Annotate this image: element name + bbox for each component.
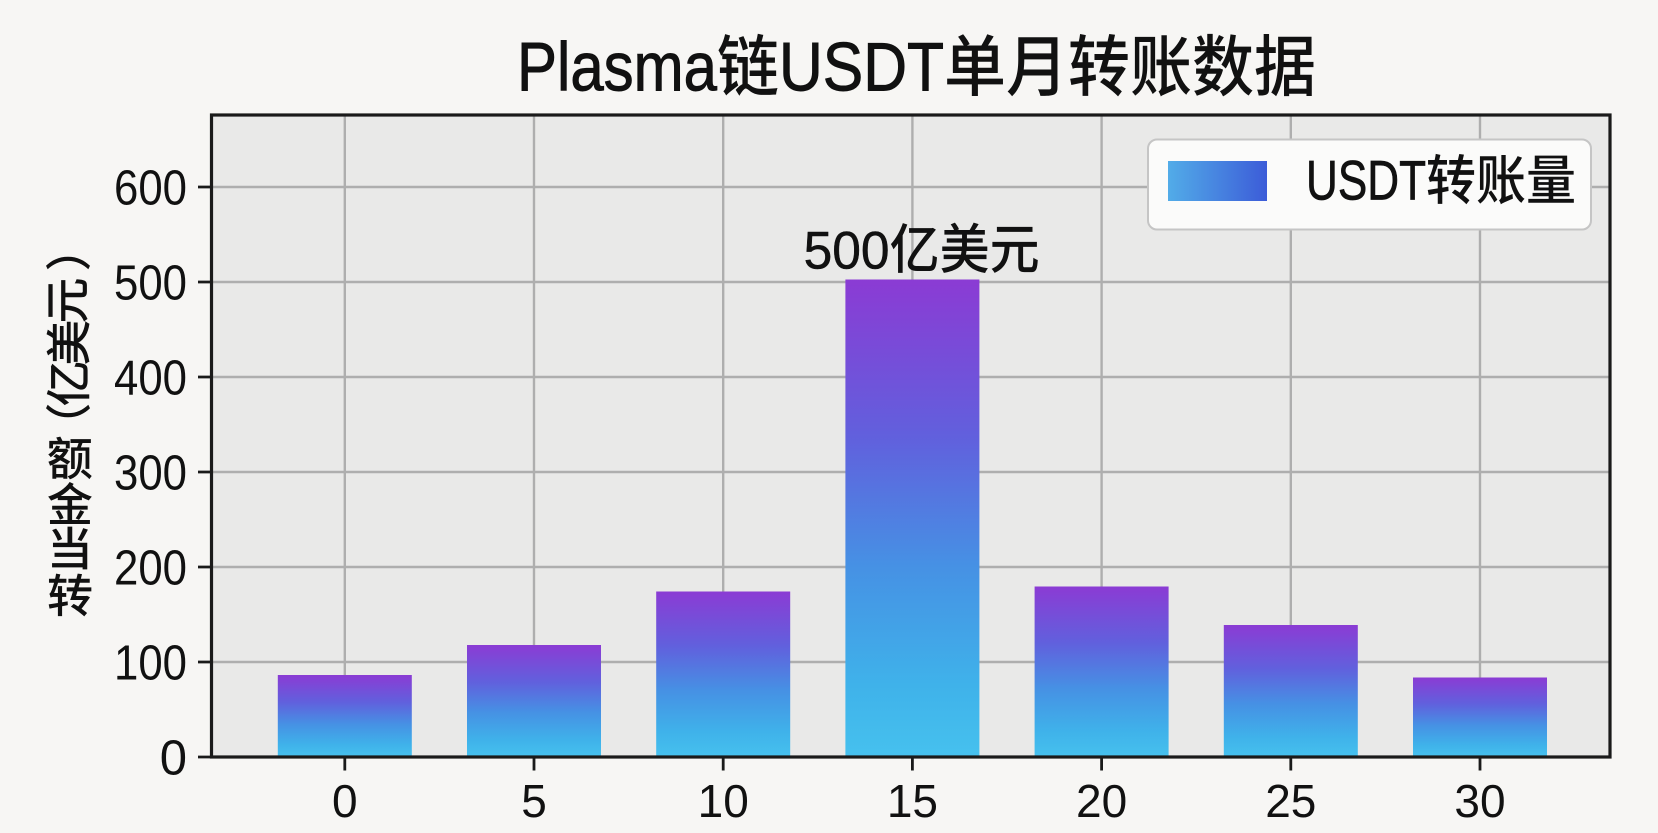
svg-text:25: 25 — [1265, 775, 1316, 827]
svg-text:USDT: USDT — [779, 29, 944, 106]
svg-text:10: 10 — [698, 775, 749, 827]
svg-text:30: 30 — [1454, 775, 1505, 827]
svg-text:20: 20 — [1076, 775, 1127, 827]
svg-text:100: 100 — [114, 637, 187, 691]
svg-text:600: 600 — [114, 162, 187, 216]
svg-text:15: 15 — [887, 775, 938, 827]
svg-text:500: 500 — [804, 222, 890, 281]
svg-text:USDT: USDT — [1306, 149, 1426, 212]
svg-text:400: 400 — [114, 352, 187, 406]
svg-text:500: 500 — [114, 257, 187, 311]
svg-text:300: 300 — [114, 447, 187, 501]
svg-text:Plasma: Plasma — [517, 29, 718, 106]
svg-text:0: 0 — [332, 775, 358, 827]
svg-text:5: 5 — [521, 775, 547, 827]
svg-text:200: 200 — [114, 542, 187, 596]
svg-text:0: 0 — [160, 732, 187, 786]
